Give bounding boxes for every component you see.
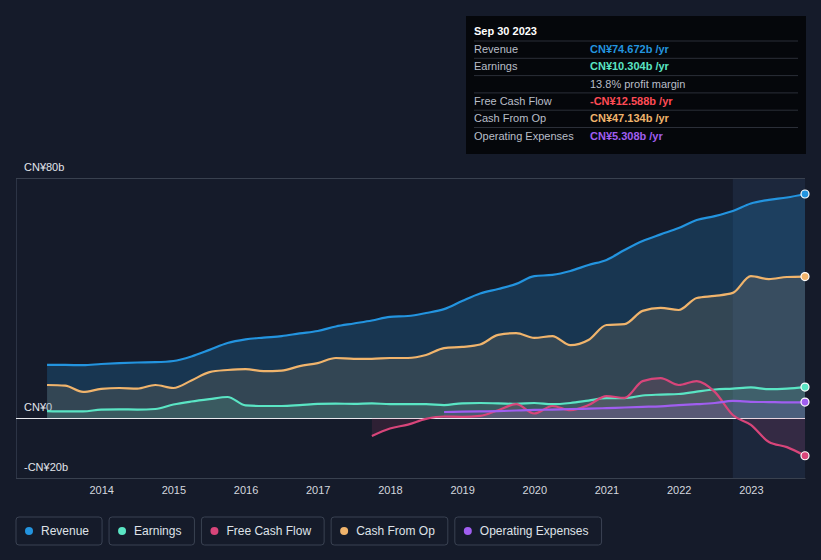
x-tick: 2017 bbox=[306, 478, 330, 496]
series-area bbox=[47, 194, 805, 418]
x-tick: 2021 bbox=[595, 478, 619, 496]
legend-swatch bbox=[340, 527, 348, 535]
x-axis-line bbox=[17, 478, 806, 479]
x-tick: 2022 bbox=[667, 478, 691, 496]
tooltip-label: Revenue bbox=[474, 43, 518, 55]
y-tick: CN¥80b bbox=[16, 161, 805, 179]
tooltip-box bbox=[466, 16, 806, 154]
series-line bbox=[47, 276, 805, 392]
plot-area bbox=[47, 194, 805, 456]
y-tick: -CN¥20b bbox=[16, 461, 805, 479]
tooltip-value: CN¥10.304b /yr bbox=[590, 60, 670, 72]
x-tick-label: 2021 bbox=[595, 484, 619, 496]
x-tick: 2019 bbox=[450, 478, 474, 496]
x-tick-label: 2020 bbox=[523, 484, 547, 496]
series-line bbox=[372, 378, 805, 456]
series-area bbox=[47, 276, 805, 418]
y-axis: -CN¥20bCN¥0CN¥80b bbox=[16, 161, 805, 479]
tooltip-value: -CN¥12.588b /yr bbox=[590, 95, 673, 107]
tooltip-label: Operating Expenses bbox=[474, 130, 574, 142]
y-grid-line bbox=[16, 478, 805, 479]
background bbox=[0, 0, 821, 560]
y-tick-label: -CN¥20b bbox=[24, 461, 68, 473]
x-tick: 2015 bbox=[162, 478, 186, 496]
legend-label: Free Cash Flow bbox=[226, 524, 311, 538]
y-grid-line bbox=[16, 178, 805, 179]
end-dot bbox=[801, 190, 809, 198]
tooltip-separator bbox=[474, 92, 798, 93]
tooltip-separator bbox=[474, 110, 798, 111]
x-axis: 2014 2015 2016 2017 2018 2019 2020 2021 2022 2023 bbox=[17, 478, 806, 496]
end-dot bbox=[801, 398, 809, 406]
legend-item[interactable]: Operating Expenses bbox=[455, 517, 602, 545]
legend-swatch bbox=[210, 527, 218, 535]
tooltip: Sep 30 2023 Revenue CN¥74.672b /yr Earnings… bbox=[466, 16, 806, 154]
legend-label: Earnings bbox=[134, 524, 181, 538]
y-tick-label: CN¥80b bbox=[24, 161, 64, 173]
legend-label: Operating Expenses bbox=[480, 524, 589, 538]
tooltip-value: CN¥47.134b /yr bbox=[590, 112, 670, 124]
series-line bbox=[47, 194, 805, 365]
x-tick-label: 2014 bbox=[89, 484, 113, 496]
legend-box[interactable] bbox=[109, 517, 194, 545]
legend-swatch bbox=[118, 527, 126, 535]
y-axis-line bbox=[16, 179, 17, 479]
tooltip-separator bbox=[474, 58, 798, 59]
legend-swatch bbox=[25, 527, 33, 535]
x-tick-label: 2022 bbox=[667, 484, 691, 496]
legend-box[interactable] bbox=[455, 517, 602, 545]
tooltip-separator bbox=[474, 127, 798, 128]
x-tick: 2023 bbox=[739, 478, 763, 496]
legend-box[interactable] bbox=[201, 517, 324, 545]
end-dot bbox=[801, 452, 809, 460]
x-tick-label: 2016 bbox=[234, 484, 258, 496]
series-line bbox=[47, 387, 805, 411]
x-tick-label: 2015 bbox=[162, 484, 186, 496]
x-tick: 2018 bbox=[378, 478, 402, 496]
x-tick: 2016 bbox=[234, 478, 258, 496]
tooltip-separator bbox=[474, 75, 798, 76]
end-dot bbox=[801, 383, 809, 391]
tooltip-title: Sep 30 2023 bbox=[474, 25, 537, 37]
legend-item[interactable]: Revenue bbox=[16, 517, 102, 545]
tooltip-label: Earnings bbox=[474, 60, 518, 72]
tooltip-value: 13.8% profit margin bbox=[590, 78, 685, 90]
x-tick-label: 2018 bbox=[378, 484, 402, 496]
legend-label: Cash From Op bbox=[356, 524, 435, 538]
legend-item[interactable]: Earnings bbox=[109, 517, 194, 545]
legend-item[interactable]: Free Cash Flow bbox=[201, 517, 324, 545]
x-tick: 2014 bbox=[89, 478, 113, 496]
tooltip-separator bbox=[474, 41, 798, 42]
legend-label: Revenue bbox=[41, 524, 89, 538]
x-tick-label: 2023 bbox=[739, 484, 763, 496]
series-line bbox=[444, 401, 805, 412]
legend-box[interactable] bbox=[331, 517, 448, 545]
legend-item[interactable]: Cash From Op bbox=[331, 517, 448, 545]
tooltip-value: CN¥74.672b /yr bbox=[590, 43, 670, 55]
chart: -CN¥20bCN¥0CN¥80b20142015201620172018201… bbox=[0, 0, 821, 560]
tooltip-label: Free Cash Flow bbox=[474, 95, 552, 107]
legend-swatch bbox=[464, 527, 472, 535]
x-tick-label: 2017 bbox=[306, 484, 330, 496]
legend-box[interactable] bbox=[16, 517, 102, 545]
legend: Revenue Earnings Free Cash Flow Cash From O… bbox=[16, 517, 602, 545]
end-dot bbox=[801, 273, 809, 281]
tooltip-value: CN¥5.308b /yr bbox=[590, 130, 663, 142]
x-tick-label: 2019 bbox=[450, 484, 474, 496]
x-tick: 2020 bbox=[523, 478, 547, 496]
tooltip-label: Cash From Op bbox=[474, 112, 546, 124]
